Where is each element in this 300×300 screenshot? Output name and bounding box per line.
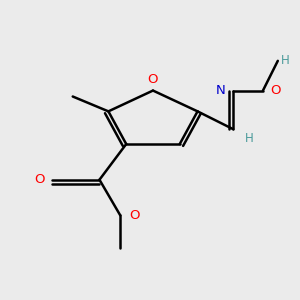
Text: O: O: [34, 173, 44, 186]
Text: O: O: [148, 73, 158, 86]
Text: H: H: [281, 54, 290, 67]
Text: O: O: [270, 84, 281, 97]
Text: O: O: [129, 209, 140, 222]
Text: H: H: [245, 132, 254, 145]
Text: N: N: [216, 84, 226, 97]
